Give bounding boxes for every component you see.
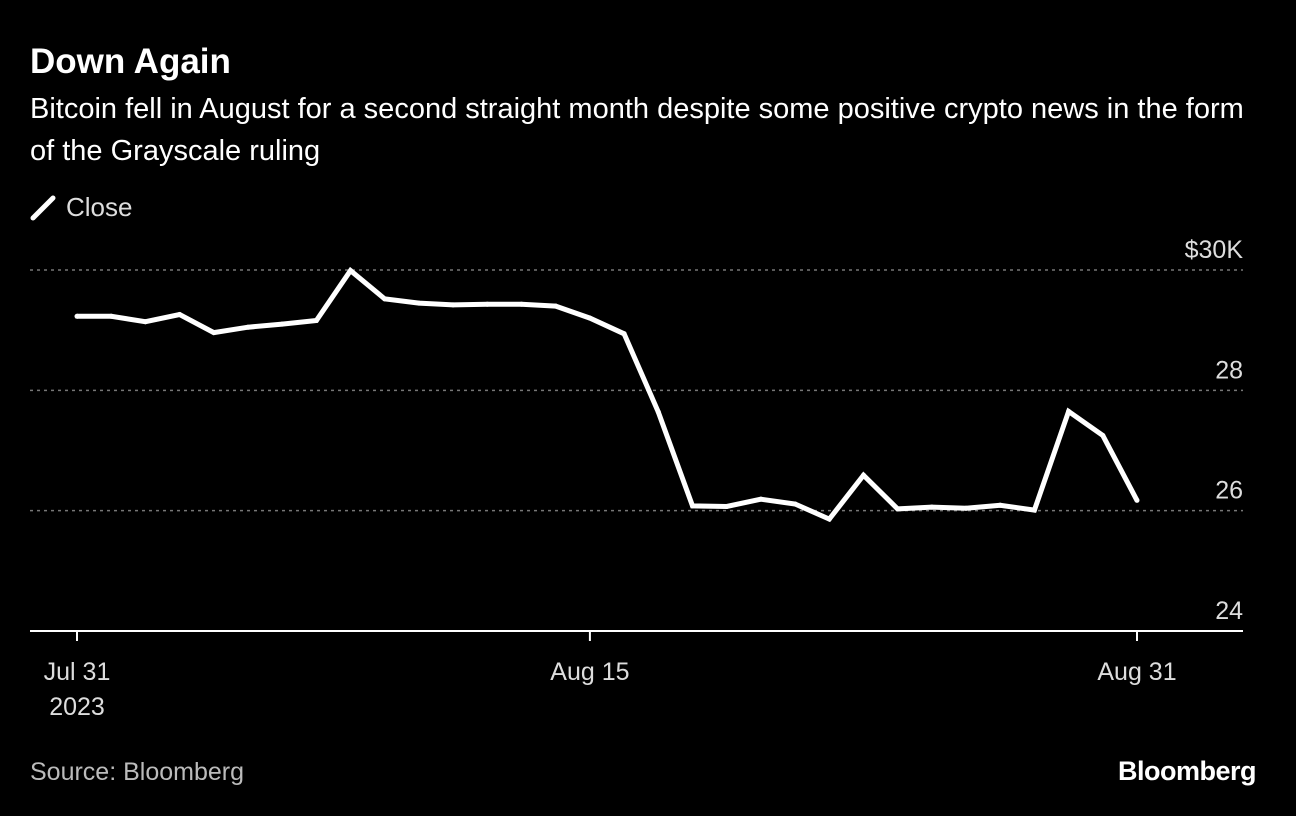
y-axis-labels: $30K 28 26 24: [1185, 236, 1244, 625]
data-point: [826, 516, 832, 522]
series-line-close: [77, 266, 1140, 523]
data-point: [382, 296, 388, 302]
data-point: [1066, 408, 1072, 414]
data-points: [74, 268, 1140, 522]
data-point: [74, 313, 80, 319]
data-point: [792, 501, 798, 507]
x-tick-label: Aug 31: [1097, 658, 1176, 686]
chart-title: Down Again: [30, 42, 231, 81]
data-point: [245, 324, 251, 330]
data-point: [621, 331, 627, 337]
data-point: [348, 268, 353, 274]
data-point: [690, 503, 695, 509]
data-point: [177, 312, 183, 317]
x-tick-sublabel: 2023: [49, 693, 105, 721]
y-tick-label: $30K: [1185, 236, 1244, 264]
data-point: [553, 303, 559, 309]
x-tick-label: Jul 31: [44, 658, 111, 686]
x-axis: [30, 630, 1243, 641]
y-tick-label: 26: [1215, 477, 1243, 505]
legend: Close: [30, 192, 132, 223]
data-point: [108, 313, 114, 319]
data-point: [313, 318, 319, 323]
legend-label-close: Close: [66, 192, 133, 222]
data-point: [963, 505, 969, 511]
source-note: Source: Bloomberg: [30, 758, 245, 786]
data-point: [895, 506, 901, 512]
data-point: [997, 502, 1003, 508]
data-point: [1031, 507, 1037, 513]
x-axis-labels: Jul 31 2023 Aug 15 Aug 31: [44, 658, 1177, 721]
grid-lines: [30, 269, 1243, 512]
data-point: [587, 315, 593, 321]
data-point: [929, 504, 935, 510]
legend-swatch-close: [30, 195, 56, 220]
data-point: [1134, 497, 1140, 503]
data-point: [211, 330, 217, 336]
brand-logo: Bloomberg: [1117, 756, 1257, 786]
data-point: [450, 302, 456, 308]
y-tick-label: 28: [1215, 356, 1243, 384]
data-point: [724, 504, 730, 509]
data-point: [279, 321, 285, 327]
data-point: [484, 301, 490, 307]
data-point: [519, 301, 524, 307]
data-point: [861, 472, 866, 478]
data-point: [142, 319, 148, 325]
data-point: [416, 300, 422, 306]
chart-subtitle: Bitcoin fell in August for a second stra…: [30, 93, 1244, 167]
data-point: [758, 496, 764, 502]
x-tick-label: Aug 15: [550, 658, 629, 686]
data-point: [1100, 433, 1106, 438]
data-point: [655, 409, 661, 415]
series-close: [77, 266, 1140, 523]
y-tick-label: 24: [1215, 597, 1243, 625]
